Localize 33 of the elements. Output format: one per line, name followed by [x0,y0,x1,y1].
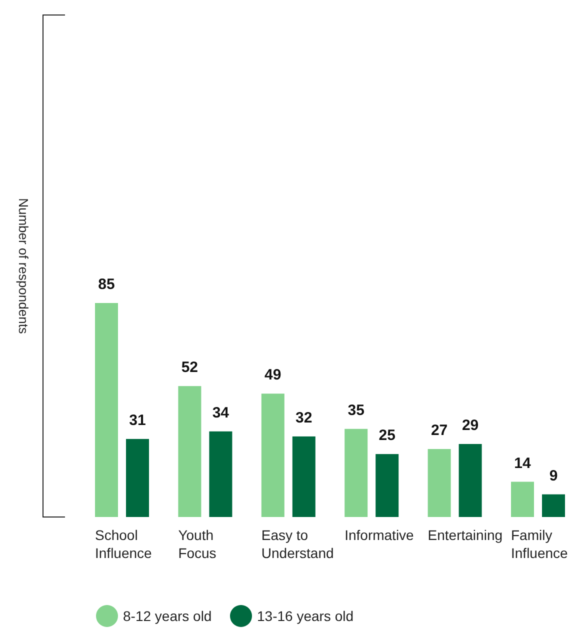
data-label: 25 [378,427,396,444]
bar [428,449,451,517]
bar [458,444,482,517]
data-label: 32 [296,409,312,426]
legend-label: 8-12 years old [123,608,212,624]
x-tick-label: School Influence [95,527,152,561]
data-label: 27 [430,422,448,440]
x-tick-label: Easy to Understand [261,527,334,561]
bar [376,454,399,517]
data-label: 85 [98,276,115,293]
bar [209,431,232,517]
data-label: 52 [181,359,198,376]
data-label: 29 [462,416,479,434]
data-label: 49 [264,366,282,384]
bar [292,436,316,517]
data-label: 14 [514,454,532,472]
bar [126,438,149,517]
bar [95,303,118,517]
data-label: 9 [549,467,558,484]
bar [542,494,565,517]
legend-label: 13-16 years old [257,608,354,624]
x-tick-label: Youth Focus [178,527,216,561]
y-axis-title: Number of respondents [16,198,31,334]
bar [344,428,368,517]
data-label: 31 [129,412,146,429]
data-label: 34 [212,404,230,422]
bar [178,386,202,517]
x-tick-label: Family Influence [511,527,568,561]
x-tick-label: Entertaining [428,527,503,543]
bar [511,482,534,517]
x-tick-label: Informative [344,527,414,543]
data-label: 35 [348,402,364,419]
bar [261,394,284,517]
